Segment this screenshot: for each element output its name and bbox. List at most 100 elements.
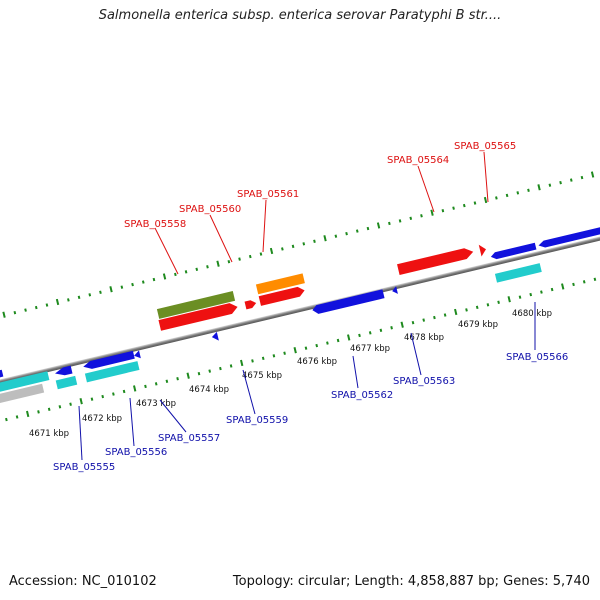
gene-spab-05559[interactable] bbox=[211, 331, 219, 342]
tick-mark-top bbox=[34, 305, 38, 310]
gene-cyan-0[interactable] bbox=[0, 371, 50, 399]
tick-mark-top bbox=[206, 265, 209, 269]
gene-label[interactable]: SPAB_05563 bbox=[393, 376, 455, 387]
tick-mark-top bbox=[483, 196, 488, 204]
gene-spab-05555[interactable] bbox=[54, 365, 73, 378]
gene-red-f3[interactable] bbox=[258, 286, 306, 306]
tick-mark-top bbox=[580, 175, 584, 180]
gene-blue-f1[interactable] bbox=[490, 242, 537, 260]
tick-mark-bottom bbox=[229, 364, 233, 368]
gene-label[interactable]: SPAB_05559 bbox=[226, 415, 288, 426]
gene-cyan-1[interactable] bbox=[55, 375, 78, 390]
gene-spab-05566[interactable] bbox=[494, 263, 542, 283]
gene-grey[interactable] bbox=[0, 383, 45, 410]
tick-label: 4674 kbp bbox=[189, 385, 229, 395]
leader-line-05557 bbox=[159, 399, 187, 433]
tick-mark-top bbox=[24, 308, 27, 312]
tick-mark-top bbox=[590, 171, 595, 178]
tick-mark-top bbox=[238, 257, 241, 261]
tick-label: 4672 kbp bbox=[82, 414, 122, 424]
tick-mark-bottom bbox=[304, 346, 308, 350]
tick-mark-bottom bbox=[176, 377, 179, 381]
tick-mark-bottom bbox=[58, 405, 62, 409]
gene-spab-05560[interactable] bbox=[244, 299, 258, 310]
tick-mark-bottom bbox=[261, 356, 265, 361]
tick-mark-bottom bbox=[272, 354, 276, 358]
tick-mark-bottom bbox=[293, 347, 297, 354]
tick-mark-bottom bbox=[240, 359, 244, 367]
tick-mark-bottom bbox=[582, 280, 586, 284]
tick-label: 4677 kbp bbox=[350, 344, 390, 354]
tick-mark-top bbox=[77, 295, 81, 300]
tick-mark-bottom bbox=[390, 326, 393, 330]
tick-mark-bottom bbox=[133, 385, 137, 392]
gene-spab-05558[interactable] bbox=[158, 302, 238, 331]
tick-mark-bottom bbox=[529, 292, 533, 297]
tick-mark-top bbox=[409, 216, 413, 221]
tick-mark-bottom bbox=[283, 351, 286, 355]
tick-mark-top bbox=[174, 272, 177, 277]
gene-label[interactable]: SPAB_05562 bbox=[331, 390, 393, 401]
tick-mark-bottom bbox=[358, 333, 361, 338]
tick-label: 4671 kbp bbox=[29, 429, 69, 439]
gene-label[interactable]: SPAB_05556 bbox=[105, 447, 167, 458]
leader-line-05556 bbox=[129, 397, 135, 447]
tick-mark-top bbox=[537, 184, 541, 191]
gene-olive[interactable] bbox=[156, 291, 236, 319]
gene-spab-05565[interactable] bbox=[478, 243, 488, 257]
gene-spab-05556[interactable] bbox=[82, 350, 135, 371]
leader-line-05564 bbox=[417, 165, 435, 213]
gene-label[interactable]: SPAB_05555 bbox=[53, 462, 115, 473]
gene-label[interactable]: SPAB_05566 bbox=[506, 352, 568, 363]
tick-label: 4673 kbp bbox=[136, 399, 176, 409]
tick-mark-top bbox=[195, 267, 199, 272]
gene-spab-05562[interactable] bbox=[311, 289, 385, 315]
tick-mark-top bbox=[313, 239, 316, 243]
tick-mark-bottom bbox=[454, 308, 458, 316]
tick-mark-top bbox=[462, 203, 466, 208]
tick-mark-bottom bbox=[347, 334, 351, 341]
gene-cyan-2[interactable] bbox=[84, 361, 140, 383]
tick-mark-top bbox=[227, 259, 231, 264]
gene-spab-05557[interactable] bbox=[133, 350, 141, 359]
tick-mark-bottom bbox=[561, 283, 565, 290]
tick-mark-top bbox=[216, 260, 220, 267]
tick-mark-top bbox=[259, 252, 263, 256]
tick-mark-bottom bbox=[112, 392, 115, 396]
leader-line-05565 bbox=[483, 151, 489, 203]
gene-label[interactable]: SPAB_05561 bbox=[237, 189, 299, 200]
tick-mark-bottom bbox=[507, 296, 511, 303]
gene-label[interactable]: SPAB_05560 bbox=[179, 204, 241, 215]
tick-ruler-top bbox=[2, 171, 595, 318]
forward-strand-genes bbox=[0, 225, 600, 385]
tick-mark-bottom bbox=[368, 331, 372, 335]
tick-mark-top bbox=[67, 298, 70, 302]
gene-labels-bottom: SPAB_05555 SPAB_05556 SPAB_05557 SPAB_05… bbox=[53, 352, 568, 473]
gene-spab-05564[interactable] bbox=[397, 246, 474, 275]
tick-mark-top bbox=[323, 235, 327, 242]
tick-mark-bottom bbox=[47, 407, 51, 412]
gene-spab-05563[interactable] bbox=[391, 286, 398, 295]
genome-track bbox=[0, 171, 600, 422]
gene-spab-05561[interactable] bbox=[255, 273, 305, 295]
leader-lines bbox=[78, 151, 536, 461]
tick-mark-top bbox=[184, 270, 188, 274]
tick-mark-bottom bbox=[154, 382, 158, 386]
tick-mark-bottom bbox=[540, 290, 543, 294]
gene-label[interactable]: SPAB_05557 bbox=[158, 433, 220, 444]
tick-mark-top bbox=[430, 209, 434, 216]
tick-mark-bottom bbox=[379, 328, 383, 332]
gene-label[interactable]: SPAB_05564 bbox=[387, 155, 449, 166]
gene-blue-f2[interactable] bbox=[538, 225, 600, 249]
gene-label[interactable]: SPAB_05558 bbox=[124, 219, 186, 230]
tick-mark-bottom bbox=[550, 287, 554, 292]
tick-mark-top bbox=[281, 247, 284, 251]
genome-backbone bbox=[0, 215, 600, 405]
tick-mark-bottom bbox=[37, 410, 40, 414]
tick-mark-bottom bbox=[593, 277, 597, 282]
gene-label[interactable]: SPAB_05565 bbox=[454, 141, 516, 152]
accession-text: Accession: NC_010102 bbox=[9, 574, 157, 589]
tick-mark-top bbox=[548, 183, 552, 187]
tick-mark-top bbox=[162, 273, 167, 280]
tick-mark-bottom bbox=[101, 394, 105, 399]
